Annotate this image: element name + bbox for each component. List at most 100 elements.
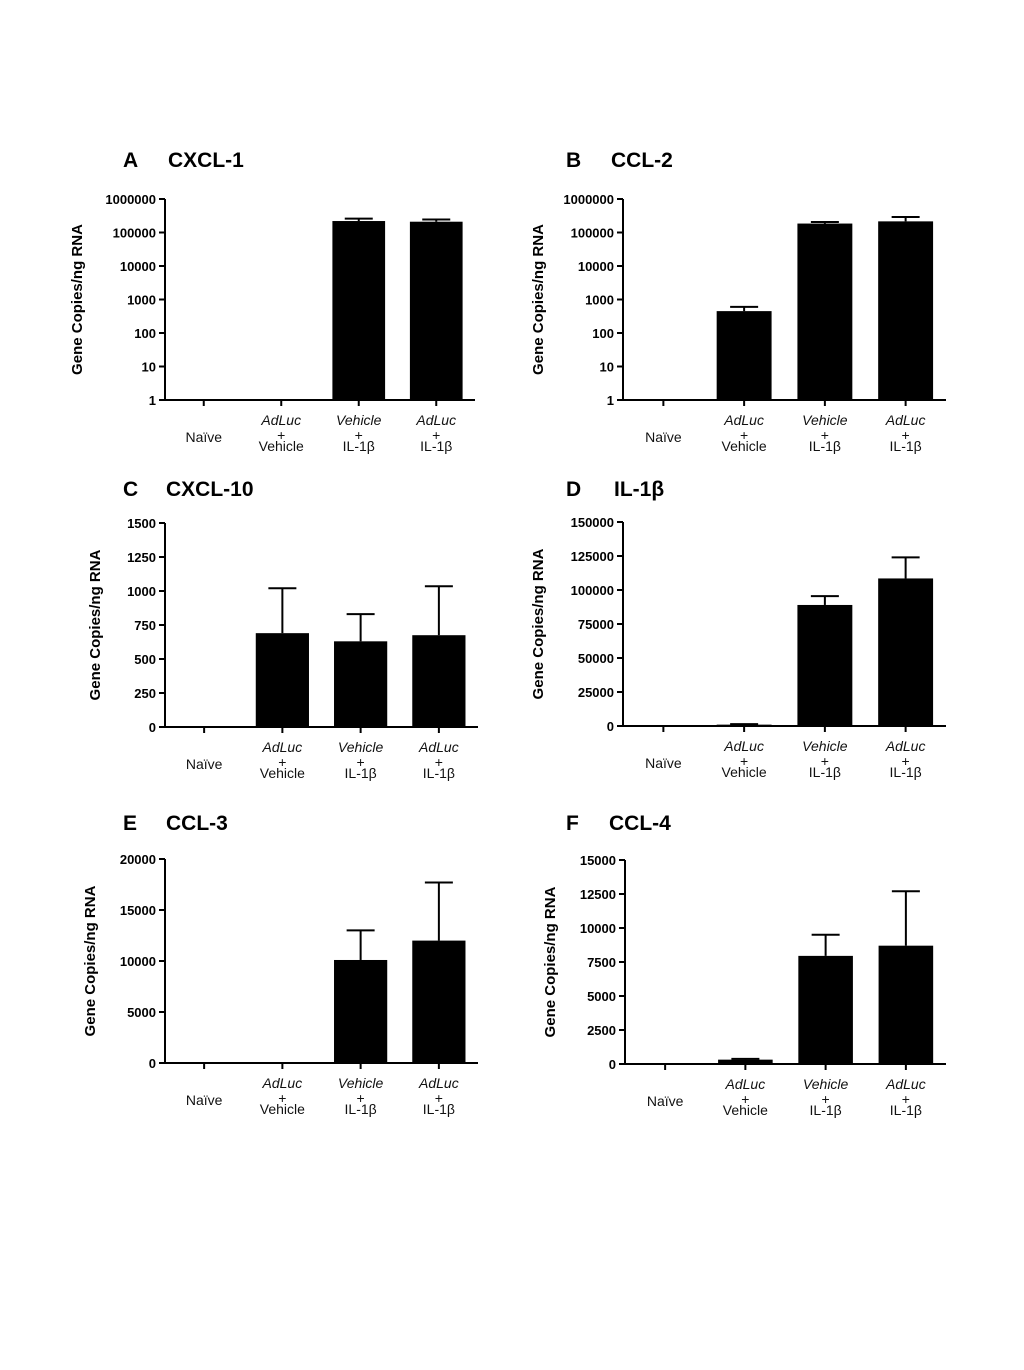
x-tick-label-plus: + [435,1090,443,1106]
chart-panel-e: E CCL-3 Gene Copies/ng RNA 0 5000 10000 15000 2… [82,812,478,1117]
y-tick-label: 1500 [127,516,156,531]
panel-letter: D [566,478,581,501]
y-tick-label: 20000 [120,852,156,867]
x-tick-label-plus: + [821,427,829,443]
y-tick-label: 1000 [127,584,156,599]
y-tick-label: 100000 [571,583,614,598]
bar [797,223,853,400]
panel-letter: C [123,478,138,501]
y-tick-label: 5000 [587,989,616,1004]
x-tick-label-plus: + [432,427,440,443]
y-tick-label: 10000 [580,921,616,936]
chart-title: CCL-2 [611,149,673,172]
x-tick-label: Naïve [647,1093,684,1109]
x-tick-label-line2: Vehicle [260,765,305,781]
y-tick-label: 75000 [578,617,614,632]
chart-title: CXCL-1 [168,149,244,172]
x-tick-label: Naïve [186,1092,223,1108]
x-tick-label-plus: + [357,754,365,770]
bar [878,578,934,726]
bar [716,311,772,400]
y-tick-label: 1000000 [563,192,614,207]
x-tick-label-line2: IL-1β [343,438,375,454]
bar [797,604,853,726]
bar [716,724,772,726]
chart-title: CCL-4 [609,812,671,835]
x-tick-label-line1: AdLuc [885,738,926,754]
y-tick-label: 10 [600,360,614,375]
x-tick-label-line2: Vehicle [259,438,304,454]
y-tick-label: 1250 [127,550,156,565]
y-tick-label: 150000 [571,515,614,530]
y-tick-label: 10000 [120,954,156,969]
y-tick-label: 1000 [127,293,156,308]
x-tick-label-line1: AdLuc [723,412,764,428]
x-tick-label-line1: AdLuc [885,412,926,428]
bar [878,945,934,1064]
bar [412,635,466,727]
chart-panel-c: C CXCL-10 Gene Copies/ng RNA 0 250 500 750 1000… [87,478,478,781]
y-axis-label: Gene Copies/ng RNA [530,224,547,375]
bar [334,959,388,1063]
x-tick-label-line1: Vehicle [802,412,848,428]
y-axis-label: Gene Copies/ng RNA [69,224,86,375]
x-tick-label-plus: + [278,754,286,770]
x-tick-label: Naïve [185,429,222,445]
x-tick-label-plus: + [902,1091,910,1107]
bar [409,221,463,400]
y-tick-label: 15000 [580,853,616,868]
x-tick-label-line2: Vehicle [723,1102,768,1118]
x-tick-label-plus: + [822,1091,830,1107]
y-tick-label: 1000 [585,293,614,308]
x-tick-label-line2: IL-1β [890,764,922,780]
x-tick-label-line1: AdLuc [725,1076,766,1092]
y-tick-label: 0 [149,720,156,735]
x-tick-label-line1: Vehicle [338,1075,384,1091]
y-tick-label: 0 [607,719,614,734]
y-tick-label: 15000 [120,903,156,918]
y-tick-label: 750 [134,618,156,633]
x-tick-label-line1: Vehicle [803,1076,849,1092]
y-axis-label: Gene Copies/ng RNA [82,885,99,1036]
bar [255,633,309,727]
bar [798,955,853,1064]
bar [718,1059,773,1064]
x-tick-label-line2: IL-1β [345,765,377,781]
y-tick-label: 0 [149,1056,156,1071]
chart-panel-f: F CCL-4 Gene Copies/ng RNA 0 2500 5000 7500 100… [542,812,946,1118]
x-tick-label-line2: Vehicle [722,438,767,454]
x-tick-label-line1: AdLuc [260,412,301,428]
x-tick-label-plus: + [740,427,748,443]
x-tick-label-plus: + [357,1090,365,1106]
y-tick-label: 10000 [578,259,614,274]
x-tick-label-line2: IL-1β [345,1101,377,1117]
x-tick-label-plus: + [435,754,443,770]
y-tick-label: 5000 [127,1005,156,1020]
x-tick-label-line1: AdLuc [415,412,456,428]
x-tick-label-plus: + [741,1091,749,1107]
x-tick-label-line1: AdLuc [262,1075,303,1091]
chart-title: IL-1β [614,478,664,501]
chart-panel-a: A CXCL-1 Gene Copies/ng RNA 1 10 100 1000 10000… [69,149,475,454]
panel-letter: F [566,812,579,835]
y-tick-label: 100000 [571,226,614,241]
y-tick-label: 500 [134,652,156,667]
x-tick-label-line1: Vehicle [338,739,384,755]
x-tick-label-line1: Vehicle [802,738,848,754]
x-tick-label-line1: AdLuc [418,1075,459,1091]
x-tick-label-plus: + [902,753,910,769]
x-tick-label-line2: IL-1β [809,764,841,780]
x-tick-label-line2: IL-1β [890,438,922,454]
y-tick-label: 0 [609,1057,616,1072]
y-tick-label: 10000 [120,259,156,274]
y-tick-label: 2500 [587,1023,616,1038]
chart-panel-b: B CCL-2 Gene Copies/ng RNA 1 10 100 1000 10000 1… [530,149,946,454]
x-tick-label-line2: IL-1β [420,438,452,454]
y-tick-label: 125000 [571,549,614,564]
y-tick-label: 1 [607,393,614,408]
x-tick-label: Naïve [645,755,682,771]
y-tick-label: 1 [149,393,156,408]
x-tick-label-line1: Vehicle [336,412,382,428]
